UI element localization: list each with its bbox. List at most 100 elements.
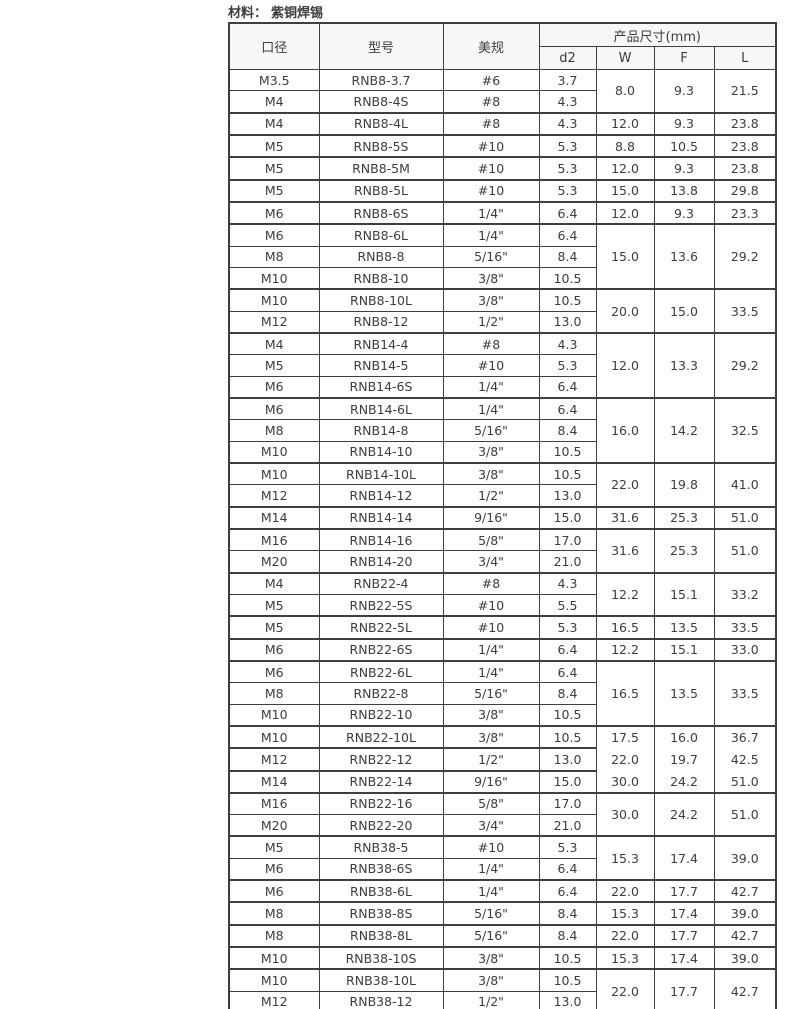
w-cell: 31.6 bbox=[595, 505, 655, 530]
us-spec-cell: #10 bbox=[442, 615, 540, 640]
d2-cell: 6.4 bbox=[538, 396, 597, 421]
model-cell: RNB38-10L bbox=[318, 968, 444, 992]
spec-table: 口径 型号 美规 产品尺寸(mm) d2 W F L M3.5 RNB8-3.7 #… bbox=[228, 22, 777, 1009]
table-row: M5 RNB8-5S #10 5.3 8.8 10.5 23.8 bbox=[228, 133, 777, 158]
model-cell: RNB8-5L bbox=[318, 178, 444, 203]
caliber-cell: M12 bbox=[228, 484, 320, 508]
caliber-cell: M5 bbox=[228, 156, 320, 181]
caliber-cell: M10 bbox=[228, 968, 320, 992]
d2-cell: 6.4 bbox=[538, 879, 597, 903]
f-cell: 9.3 bbox=[653, 111, 715, 136]
table-row: M5 RNB8-5L #10 5.3 15.0 13.8 29.8 bbox=[228, 178, 777, 203]
f-cell: 13.5 bbox=[653, 659, 715, 727]
caliber-cell: M5 bbox=[228, 593, 320, 617]
l-cell: 21.5 bbox=[713, 68, 777, 114]
d2-cell: 15.0 bbox=[538, 769, 597, 794]
table-row: M10 RNB14-10L 3/8" 10.5 22.0 19.8 41.0 bbox=[228, 461, 777, 508]
caliber-cell: M10 bbox=[228, 266, 320, 290]
model-cell: RNB38-6S bbox=[318, 857, 444, 881]
w-cell: 22.0 bbox=[595, 968, 655, 1009]
f-cell: 17.4 bbox=[653, 946, 715, 970]
table-row: M10 RNB8-10L 3/8" 10.5 20.0 15.0 33.5 bbox=[228, 288, 777, 334]
us-spec-cell: 3/8" bbox=[442, 461, 540, 486]
d2-cell: 4.3 bbox=[538, 90, 597, 114]
l-cell: 29.2 bbox=[713, 223, 777, 290]
w-cell: 22.0 bbox=[595, 461, 655, 508]
us-spec-cell: 5/8" bbox=[442, 527, 540, 552]
caliber-cell: M3.5 bbox=[228, 68, 320, 92]
f-cell: 9.3 bbox=[653, 200, 715, 225]
d2-cell: 10.5 bbox=[538, 968, 597, 992]
us-spec-cell: #10 bbox=[442, 133, 540, 158]
table-row: M12 RNB38-12 1/2" 13.0 bbox=[228, 990, 776, 1009]
us-spec-cell: 3/8" bbox=[442, 288, 540, 312]
f-cell: 17.4 bbox=[653, 835, 715, 881]
caliber-cell: M20 bbox=[228, 550, 320, 574]
caliber-cell: M8 bbox=[228, 682, 320, 705]
l-cell: 51.0 bbox=[713, 505, 777, 530]
f-cell: 13.3 bbox=[653, 331, 715, 399]
table-row: M5 RNB8-5M #10 5.3 12.0 9.3 23.8 bbox=[228, 156, 777, 181]
d2-cell: 6.4 bbox=[538, 223, 597, 247]
model-cell: RNB22-8 bbox=[318, 682, 444, 705]
d2-cell: 6.4 bbox=[538, 200, 597, 225]
w-cell: 22.0 bbox=[595, 923, 655, 948]
caliber-cell: M10 bbox=[228, 461, 320, 486]
d2-cell: 5.3 bbox=[538, 354, 597, 377]
l-cell: 42.5 bbox=[713, 748, 777, 772]
model-cell: RNB22-5S bbox=[318, 593, 444, 617]
l-cell: 39.0 bbox=[713, 835, 777, 881]
caliber-cell: M10 bbox=[228, 724, 320, 749]
table-row: M10 RNB38-10S 3/8" 10.5 15.3 17.4 39.0 bbox=[228, 946, 777, 970]
us-spec-cell: #10 bbox=[442, 593, 540, 617]
us-spec-cell: 3/4" bbox=[442, 550, 540, 574]
table-row: M14 RNB14-14 9/16" 15.0 31.6 25.3 51.0 bbox=[228, 505, 777, 530]
table-row: M10 RNB22-10L 3/8" 10.5 17.5 16.0 36.7 bbox=[228, 724, 777, 749]
caliber-cell: M8 bbox=[228, 419, 320, 442]
d2-cell: 10.5 bbox=[538, 440, 597, 464]
d2-cell: 8.4 bbox=[538, 419, 597, 442]
d2-cell: 10.5 bbox=[538, 266, 597, 290]
model-cell: RNB8-4S bbox=[318, 90, 444, 114]
f-cell: 13.8 bbox=[653, 178, 715, 203]
us-spec-cell: 5/16" bbox=[442, 682, 540, 705]
us-spec-cell: #8 bbox=[442, 90, 540, 114]
us-spec-cell: 3/8" bbox=[442, 440, 540, 464]
caliber-cell: M5 bbox=[228, 354, 320, 377]
us-spec-cell: 1/2" bbox=[442, 484, 540, 508]
caliber-cell: M5 bbox=[228, 835, 320, 859]
l-cell: 33.2 bbox=[713, 571, 777, 617]
d2-cell: 21.0 bbox=[538, 550, 597, 574]
caliber-cell: M8 bbox=[228, 245, 320, 268]
l-cell: 23.8 bbox=[713, 111, 777, 136]
caliber-cell: M8 bbox=[228, 923, 320, 948]
us-spec-cell: 1/4" bbox=[442, 223, 540, 247]
d2-cell: 13.0 bbox=[538, 990, 597, 1009]
caliber-cell: M10 bbox=[228, 946, 320, 970]
table-row: M8 RNB14-8 5/16" 8.4 bbox=[228, 419, 776, 442]
w-cell: 12.2 bbox=[595, 637, 655, 662]
us-spec-cell: 1/2" bbox=[442, 310, 540, 334]
w-cell: 30.0 bbox=[595, 770, 655, 794]
us-spec-cell: 1/2" bbox=[442, 990, 540, 1009]
d2-cell: 5.3 bbox=[538, 835, 597, 859]
caliber-cell: M12 bbox=[228, 310, 320, 334]
model-cell: RNB22-20 bbox=[318, 814, 444, 837]
model-cell: RNB14-12 bbox=[318, 484, 444, 508]
w-cell: 31.6 bbox=[595, 527, 655, 574]
caliber-cell: M4 bbox=[228, 111, 320, 136]
header-row-2: d2 W F L bbox=[229, 46, 777, 70]
model-cell: RNB38-8S bbox=[318, 901, 444, 926]
table-row: M16 RNB14-16 5/8" 17.0 31.6 25.3 51.0 bbox=[228, 527, 777, 574]
header-us-spec: 美规 bbox=[442, 22, 540, 70]
w-cell: 15.0 bbox=[595, 223, 655, 290]
model-cell: RNB22-12 bbox=[318, 747, 444, 772]
f-cell: 17.7 bbox=[653, 968, 715, 1009]
table-row: M6 RNB22-6L 1/4" 6.4 16.5 13.5 33.5 bbox=[228, 659, 777, 727]
f-cell: 25.3 bbox=[653, 527, 715, 574]
table-row: M8 RNB38-8L 5/16" 8.4 22.0 17.7 42.7 bbox=[228, 923, 777, 948]
table-row: M10 RNB14-10 3/8" 10.5 bbox=[228, 440, 776, 464]
w-cell: 12.2 bbox=[595, 571, 655, 617]
l-cell: 51.0 bbox=[713, 527, 777, 574]
us-spec-cell: 1/4" bbox=[442, 659, 540, 684]
